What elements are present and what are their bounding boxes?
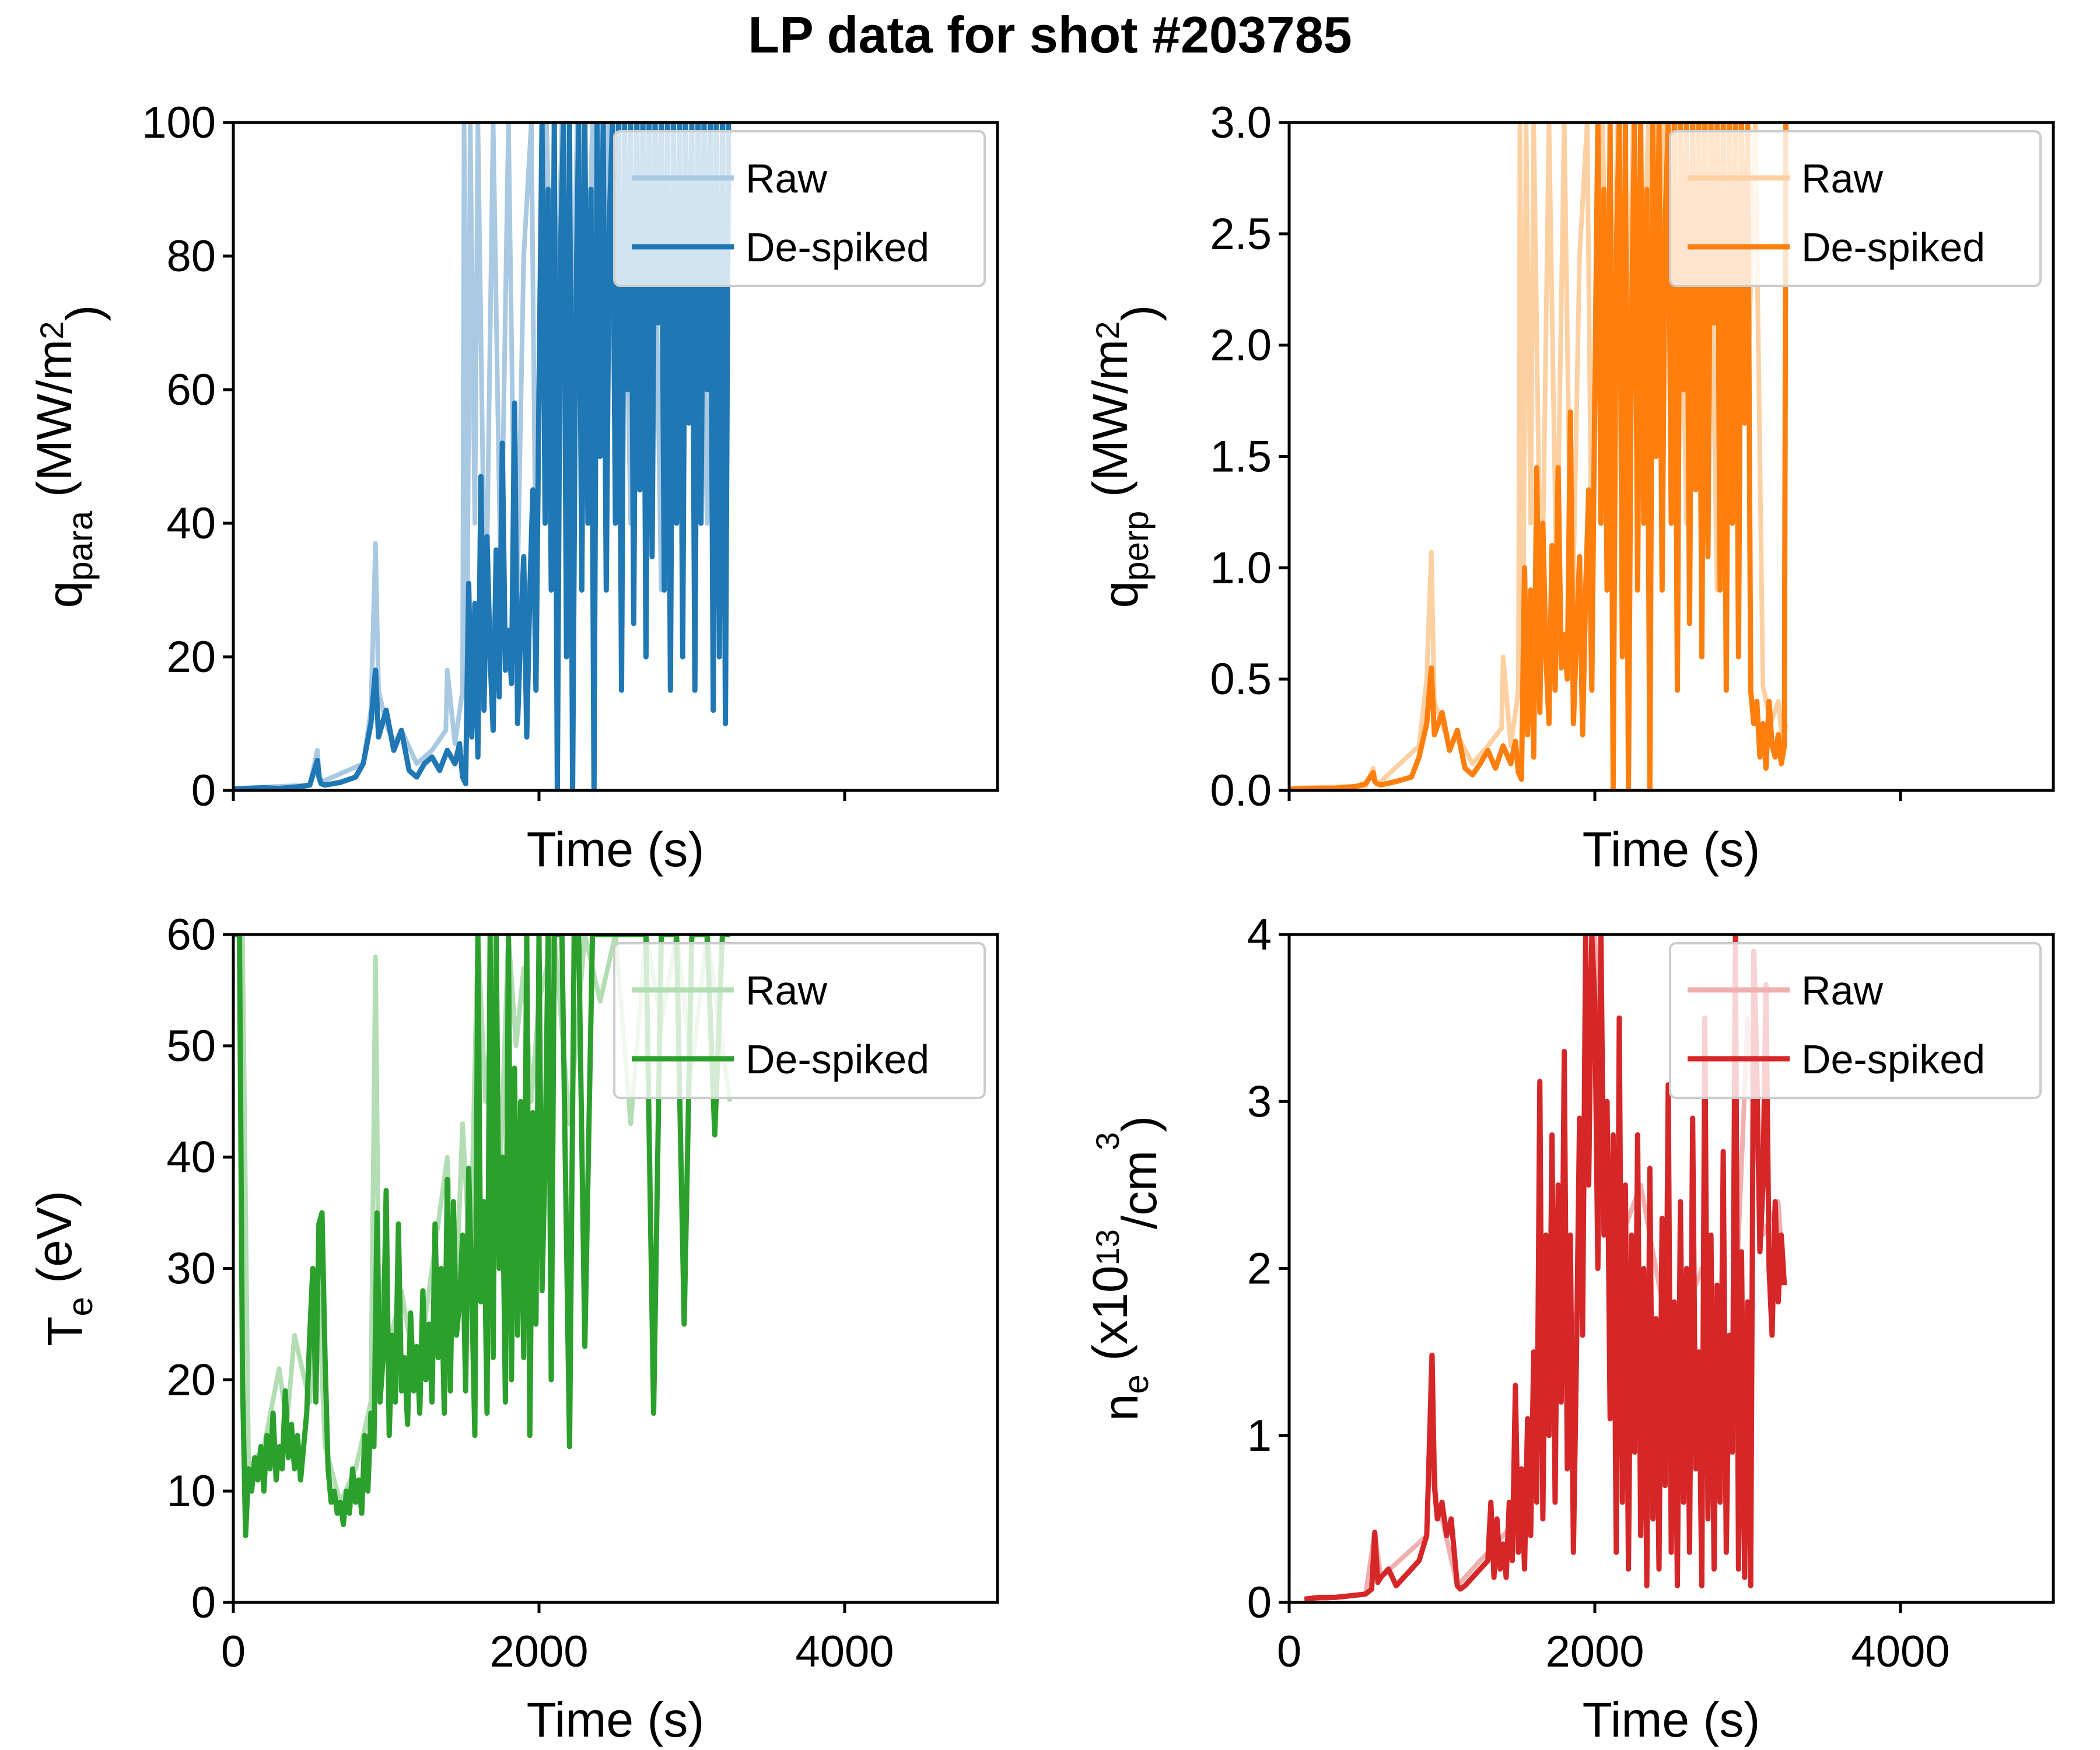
axes-frame — [232, 121, 999, 792]
y-tick-label: 30 — [166, 1244, 216, 1294]
y-axis-label-part: ) — [56, 305, 111, 321]
legend-label: De-spiked — [1801, 225, 1985, 270]
x-tick-label: 2000 — [1545, 1627, 1644, 1676]
series-line-despiked — [1289, 123, 1788, 790]
y-axis-label-part: 2 — [1089, 321, 1126, 340]
y-tick-label: 1.5 — [1210, 432, 1272, 482]
subplot-1: 0 20 40 60 80 100 Time (s) qpara (MW/m2) Raw De-s… — [27, 98, 999, 877]
legend-label: Raw — [1801, 968, 1883, 1013]
y-axis-label-part: ) — [1112, 1116, 1167, 1132]
y-axis-label-part: q — [37, 581, 92, 608]
y-tick-label: 50 — [166, 1021, 216, 1071]
y-tick-label: 0 — [1247, 1578, 1272, 1628]
x-tick-label: 0 — [221, 1627, 246, 1676]
y-tick-label: 2.5 — [1210, 209, 1272, 259]
y-tick-label: 60 — [166, 910, 216, 960]
y-tick-label: 0.0 — [1210, 766, 1272, 816]
x-tick-label: 0 — [1277, 1627, 1301, 1676]
y-tick-label: 2 — [1247, 1244, 1272, 1294]
y-axis-label-part: e — [61, 1297, 100, 1316]
x-axis-label: Time (s) — [527, 822, 705, 877]
legend-label: De-spiked — [1801, 1037, 1985, 1082]
legend-label: De-spiked — [746, 225, 929, 270]
x-tick-label: 4000 — [1851, 1627, 1950, 1676]
x-tick-label: 4000 — [795, 1627, 894, 1676]
legend: Raw De-spiked — [1669, 942, 2042, 1099]
y-axis-label: qperp (MW/m2) — [1083, 305, 1167, 608]
y-axis-label-part: (MW/m — [27, 340, 82, 511]
x-tick-label: 2000 — [489, 1627, 588, 1676]
y-tick-label: 1.0 — [1210, 543, 1272, 593]
series-line-despiked — [233, 935, 730, 1538]
y-axis-label-part: ) — [1112, 305, 1167, 321]
subplot-3: 0 10 20 30 40 50 60 0 2000 4000 Time (s) Te (eV) Raw… — [27, 910, 999, 1747]
y-tick-label: 4 — [1247, 910, 1272, 960]
series-line-despiked — [233, 123, 732, 790]
y-axis-label-part: T — [37, 1317, 92, 1346]
y-axis-label-part: (eV) — [27, 1191, 82, 1297]
y-axis-label: qpara (MW/m2) — [27, 305, 111, 608]
legend-label: De-spiked — [746, 1037, 929, 1082]
series-line-despiked — [1304, 935, 1787, 1602]
y-axis-label-part: para — [61, 510, 100, 581]
y-tick-label: 40 — [166, 1133, 216, 1182]
y-tick-label: 20 — [166, 1355, 216, 1405]
y-axis-label-part: 3 — [1089, 1132, 1126, 1150]
y-axis-label-part: /cm — [1112, 1150, 1167, 1229]
legend-label: Raw — [746, 968, 827, 1013]
y-tick-label: 60 — [166, 365, 216, 415]
x-axis-label: Time (s) — [1583, 1692, 1760, 1747]
y-tick-label: 1 — [1247, 1411, 1272, 1461]
legend-label: Raw — [1801, 156, 1883, 201]
legend-label: Raw — [746, 156, 827, 201]
y-tick-label: 100 — [142, 98, 216, 148]
y-tick-label: 80 — [166, 232, 216, 281]
y-axis-label: Te (eV) — [27, 1191, 100, 1346]
y-tick-label: 0.5 — [1210, 654, 1272, 704]
legend: Raw De-spiked — [613, 130, 986, 287]
y-tick-label: 10 — [166, 1466, 216, 1516]
subplot-2: 0.0 0.5 1.0 1.5 2.0 2.5 3.0 Time (s) qperp (MW/m… — [1083, 98, 2055, 877]
x-axis-label: Time (s) — [1583, 822, 1760, 877]
y-tick-label: 3.0 — [1210, 98, 1272, 148]
y-tick-label: 20 — [166, 632, 216, 682]
figure-title: LP data for shot #203785 — [748, 6, 1352, 64]
y-axis-label-part: n — [1093, 1394, 1148, 1422]
y-axis-label-part: 13 — [1089, 1229, 1126, 1265]
y-axis-label-part: perp — [1116, 511, 1156, 581]
x-axis-label: Time (s) — [527, 1692, 705, 1747]
y-axis-label-part: 2 — [33, 321, 70, 340]
y-axis-label-part: q — [1093, 581, 1148, 608]
y-axis-label: ne (x1013/cm3) — [1083, 1116, 1167, 1422]
y-tick-label: 3 — [1247, 1077, 1272, 1126]
y-tick-label: 0 — [191, 766, 216, 816]
y-tick-label: 0 — [191, 1578, 216, 1628]
y-axis-label-part: e — [1116, 1374, 1156, 1394]
legend: Raw De-spiked — [1669, 130, 2042, 287]
y-tick-label: 40 — [166, 499, 216, 548]
legend: Raw De-spiked — [613, 942, 986, 1099]
y-tick-label: 2.0 — [1210, 321, 1272, 370]
y-axis-label-part: (x10 — [1083, 1265, 1138, 1374]
y-axis-label-part: (MW/m — [1083, 340, 1138, 511]
